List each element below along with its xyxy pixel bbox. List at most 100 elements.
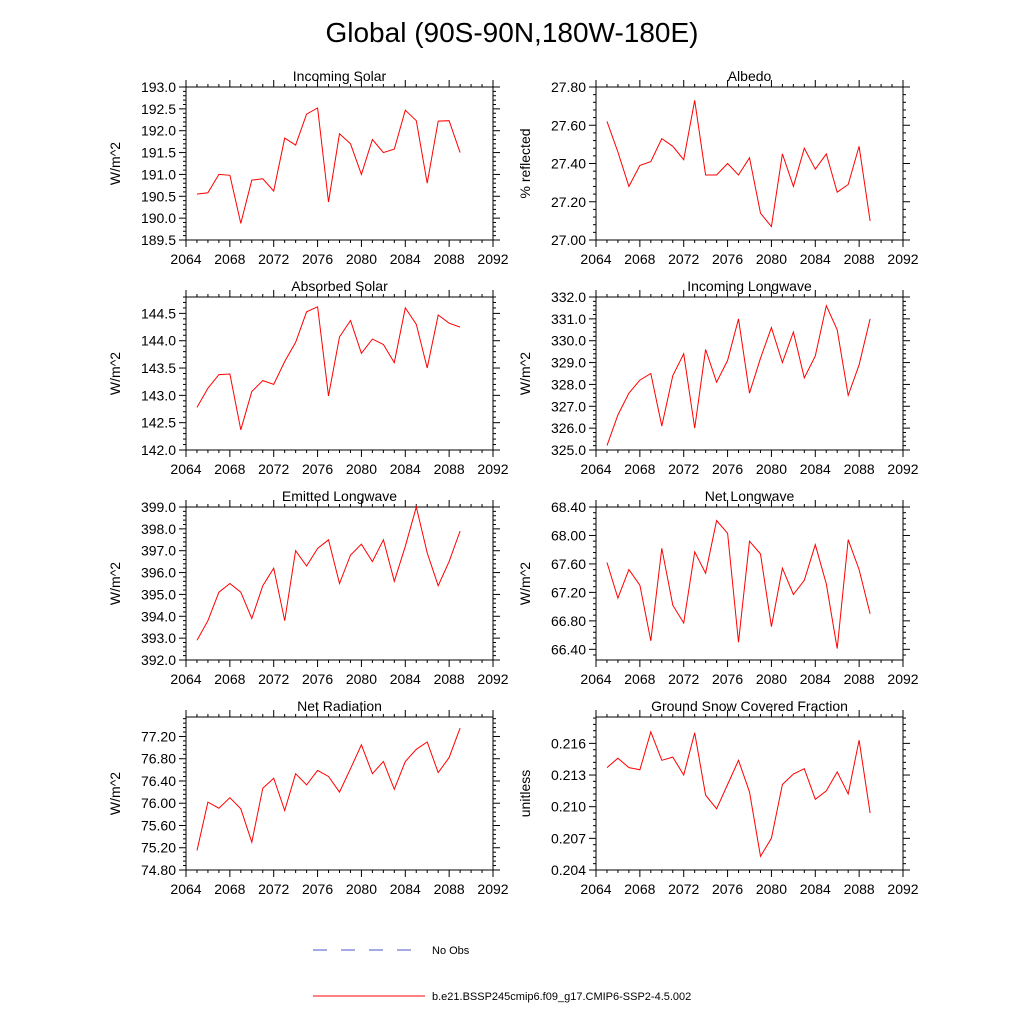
x-tick-label: 2068: [624, 251, 655, 267]
y-tick-label: 0.213: [551, 767, 586, 783]
chart-absorbed-solar: Absorbed Solar W/m^2 2064 2068 2072 2076 2080 2…: [107, 278, 509, 477]
y-tick-label: 189.5: [141, 232, 176, 248]
x-tick-label: 2072: [668, 461, 699, 477]
y-tick-label: 0.204: [551, 862, 586, 878]
y-tick-label: 191.0: [141, 166, 176, 182]
y-tick-label: 190.5: [141, 188, 176, 204]
x-tick-label: 2092: [887, 881, 918, 897]
chart-net-radiation: Net Radiation W/m^2 2064 2068 2072 2076 2080 20…: [107, 698, 509, 897]
chart-title: Net Longwave: [705, 488, 795, 504]
x-tick-label: 2092: [477, 251, 508, 267]
x-tick-label: 2088: [844, 461, 875, 477]
y-tick-label: 398.0: [141, 521, 176, 537]
x-tick-label: 2080: [756, 251, 787, 267]
x-tick-label: 2072: [668, 671, 699, 687]
y-tick-label: 328.0: [551, 376, 586, 392]
x-tick-label: 2092: [477, 671, 508, 687]
y-axis-label: W/m^2: [107, 352, 123, 395]
x-tick-label: 2072: [668, 251, 699, 267]
y-tick-label: 68.40: [551, 499, 586, 515]
chart-albedo: Albedo % reflected 2064 2068 2072 2076 2080 208…: [517, 68, 919, 267]
x-tick-label: 2092: [887, 461, 918, 477]
chart-emitted-longwave: Emitted Longwave W/m^2 2064 2068 2072 2076 208…: [107, 488, 509, 687]
panels: Incoming Solar W/m^2 2064 2068 2072 2076 2080 2…: [107, 68, 919, 897]
x-tick-label: 2064: [580, 881, 611, 897]
x-tick-label: 2088: [434, 671, 465, 687]
x-tick-label: 2084: [390, 671, 421, 687]
x-tick-label: 2080: [346, 251, 377, 267]
x-tick-label: 2084: [800, 461, 831, 477]
y-tick-label: 192.0: [141, 123, 176, 139]
y-tick-label: 326.0: [551, 420, 586, 436]
x-tick-label: 2092: [477, 881, 508, 897]
y-tick-label: 331.0: [551, 311, 586, 327]
y-tick-label: 330.0: [551, 333, 586, 349]
x-tick-label: 2068: [624, 671, 655, 687]
x-tick-label: 2080: [756, 881, 787, 897]
x-tick-label: 2072: [258, 881, 289, 897]
x-tick-label: 2084: [390, 461, 421, 477]
x-tick-label: 2084: [390, 251, 421, 267]
x-tick-label: 2080: [756, 461, 787, 477]
x-tick-label: 2076: [712, 671, 743, 687]
y-tick-label: 327.0: [551, 398, 586, 414]
series-line: [196, 727, 461, 851]
x-tick-label: 2076: [302, 671, 333, 687]
y-tick-label: 143.5: [141, 360, 176, 376]
chart-incoming-longwave: Incoming Longwave W/m^2 2064 2068 2072 2076 20…: [517, 278, 919, 477]
chart-title: Absorbed Solar: [291, 278, 388, 294]
chart-title: Albedo: [728, 68, 772, 84]
y-tick-label: 393.0: [141, 630, 176, 646]
y-tick-label: 144.5: [141, 305, 176, 321]
y-tick-label: 144.0: [141, 333, 176, 349]
y-tick-label: 76.80: [141, 751, 176, 767]
x-tick-label: 2092: [887, 671, 918, 687]
y-axis-label: W/m^2: [107, 142, 123, 185]
plot-frame: [185, 86, 494, 241]
y-tick-label: 190.0: [141, 210, 176, 226]
y-tick-label: 66.80: [551, 613, 586, 629]
y-tick-label: 27.80: [551, 79, 586, 95]
series-line: [196, 306, 461, 430]
x-tick-label: 2080: [346, 671, 377, 687]
chart-title: Incoming Solar: [293, 68, 387, 84]
y-tick-label: 0.207: [551, 830, 586, 846]
y-tick-label: 75.20: [141, 840, 176, 856]
y-tick-label: 191.5: [141, 145, 176, 161]
x-tick-label: 2076: [712, 251, 743, 267]
x-tick-label: 2072: [258, 251, 289, 267]
y-tick-label: 325.0: [551, 442, 586, 458]
figure-title: Global (90S-90N,180W-180E): [325, 17, 698, 48]
x-tick-label: 2092: [887, 251, 918, 267]
legend: No Obs b.e21.BSSP245cmip6.f09_g17.CMIP6-…: [313, 945, 691, 1003]
plot-frame: [185, 296, 494, 451]
y-tick-label: 67.60: [551, 556, 586, 572]
chart-title: Emitted Longwave: [282, 488, 397, 504]
x-tick-label: 2064: [170, 461, 201, 477]
x-tick-label: 2088: [844, 881, 875, 897]
x-tick-label: 2068: [624, 881, 655, 897]
plot-frame: [595, 86, 904, 241]
y-tick-label: 142.5: [141, 415, 176, 431]
x-tick-label: 2088: [434, 461, 465, 477]
y-tick-label: 392.0: [141, 652, 176, 668]
y-tick-label: 329.0: [551, 355, 586, 371]
y-tick-label: 77.20: [141, 728, 176, 744]
y-tick-label: 27.60: [551, 117, 586, 133]
y-tick-label: 76.00: [141, 795, 176, 811]
x-tick-label: 2068: [214, 461, 245, 477]
series-line: [606, 519, 871, 649]
y-tick-label: 142.0: [141, 442, 176, 458]
y-tick-label: 0.210: [551, 799, 586, 815]
y-tick-label: 143.0: [141, 387, 176, 403]
x-tick-label: 2084: [800, 251, 831, 267]
plot-frame: [595, 506, 904, 661]
x-tick-label: 2068: [214, 671, 245, 687]
chart-incoming-solar: Incoming Solar W/m^2 2064 2068 2072 2076 2080 2…: [107, 68, 509, 267]
y-tick-label: 66.40: [551, 641, 586, 657]
x-tick-label: 2092: [477, 461, 508, 477]
y-axis-label: % reflected: [517, 128, 533, 198]
x-tick-label: 2064: [580, 251, 611, 267]
y-tick-label: 76.40: [141, 773, 176, 789]
